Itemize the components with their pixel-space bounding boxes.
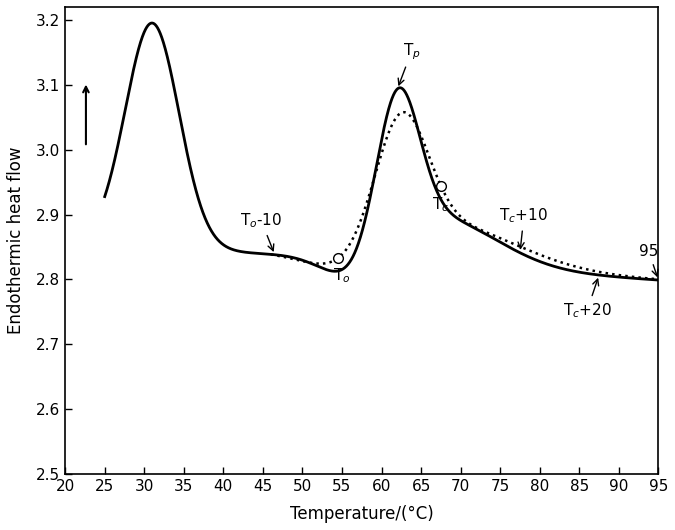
Text: T$_o$: T$_o$	[333, 266, 351, 285]
Text: T$_p$: T$_p$	[398, 41, 421, 85]
Text: T$_o$-10: T$_o$-10	[240, 211, 282, 251]
Y-axis label: Endothermic heat flow: Endothermic heat flow	[7, 147, 25, 334]
X-axis label: Temperature/(°C): Temperature/(°C)	[290, 505, 433, 523]
Text: T$_c$+10: T$_c$+10	[500, 207, 548, 249]
Text: 95: 95	[639, 244, 659, 276]
Text: T$_c$: T$_c$	[432, 195, 450, 214]
Text: T$_c$+20: T$_c$+20	[563, 279, 612, 320]
